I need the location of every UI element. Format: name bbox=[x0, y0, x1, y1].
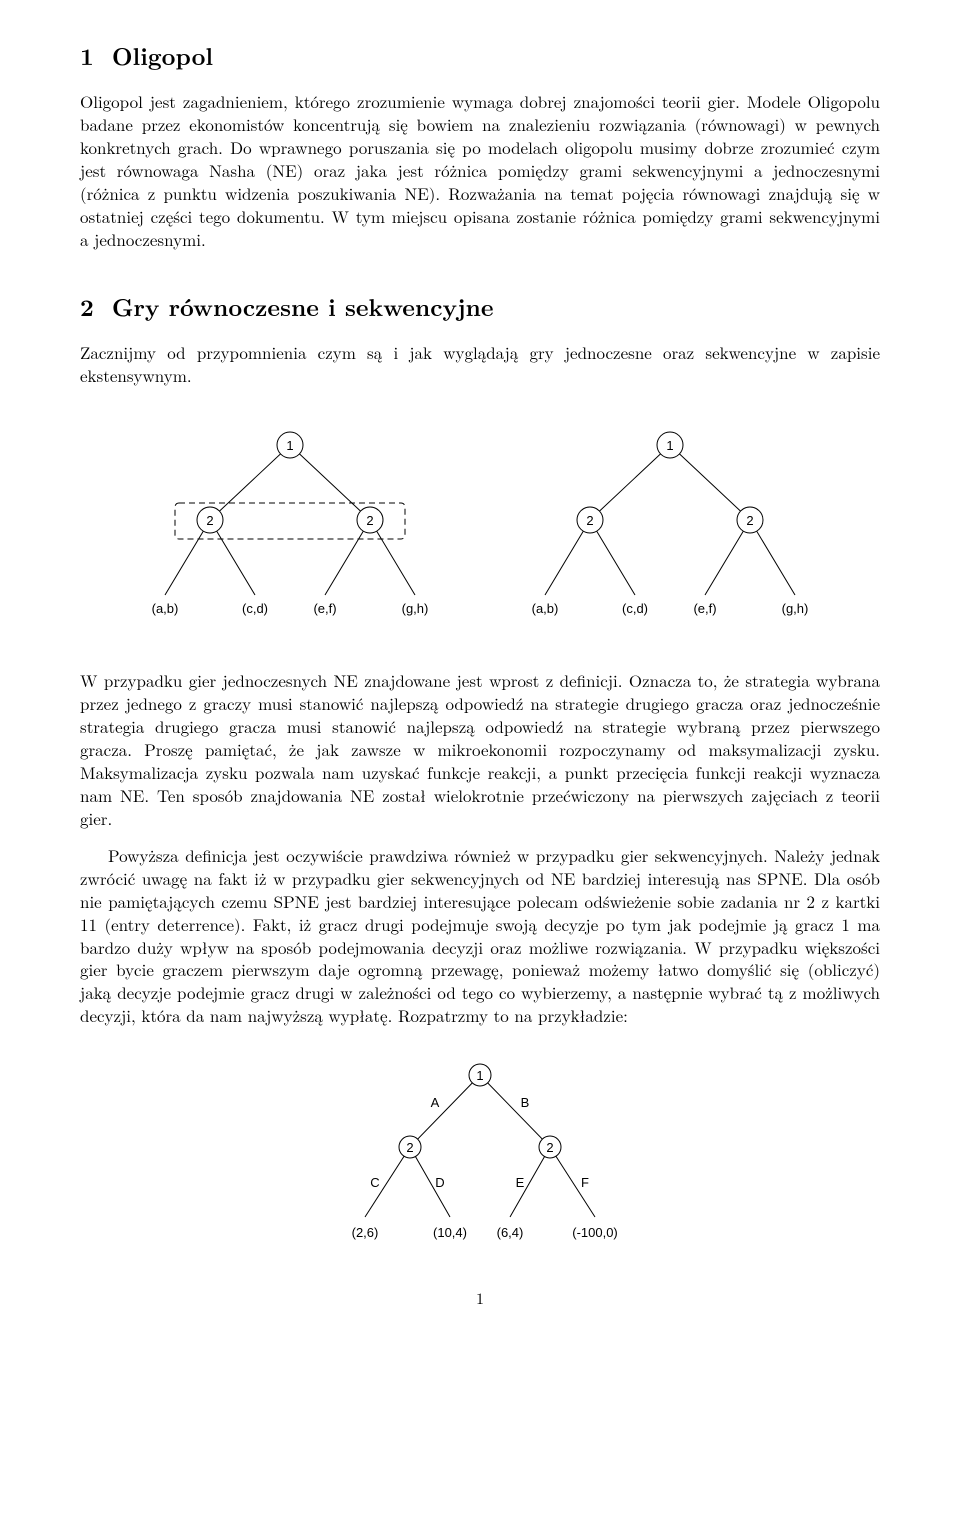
tree-leaf: (e,f) bbox=[693, 601, 716, 616]
example-game-tree: 1 2 2 A B C D E F (2,6) (10,4) (6,4) (-1… bbox=[310, 1047, 650, 1257]
tree-mid-label: 2 bbox=[546, 1140, 553, 1155]
section-1-paragraph: Oligopol jest zagadnieniem, którego zroz… bbox=[80, 90, 880, 251]
tree-mid-label: 2 bbox=[586, 513, 593, 528]
edge-label: B bbox=[521, 1095, 530, 1110]
edge-label: C bbox=[370, 1175, 379, 1190]
section-2-heading: 2 Gry równoczesne i sekwencyjne bbox=[80, 291, 880, 323]
tree-leaf: (a,b) bbox=[152, 601, 179, 616]
tree-leaf: (6,4) bbox=[497, 1225, 524, 1240]
tree-mid-label: 2 bbox=[406, 1140, 413, 1155]
page-number: 1 bbox=[80, 1287, 880, 1309]
section-2-p3: Powyższa definicja jest oczywiście prawd… bbox=[80, 844, 880, 1028]
tree-mid-label: 2 bbox=[206, 513, 213, 528]
right-game-tree: 1 2 2 (a,b) (c,d) (e,f) (g,h) bbox=[500, 415, 840, 635]
game-trees-figure: 1 2 2 (a,b) (c,d) (e,f) (g,h) 1 2 2 (a,b… bbox=[80, 415, 880, 635]
tree-leaf: (2,6) bbox=[352, 1225, 379, 1240]
section-1-number: 1 bbox=[80, 39, 94, 73]
edge-label: F bbox=[581, 1175, 589, 1190]
tree-mid-label: 2 bbox=[366, 513, 373, 528]
tree-leaf: (g,h) bbox=[782, 601, 809, 616]
tree-leaf: (c,d) bbox=[622, 601, 648, 616]
section-1-title: Oligopol bbox=[112, 39, 213, 73]
tree-root-label: 1 bbox=[286, 438, 293, 453]
tree-leaf: (e,f) bbox=[313, 601, 336, 616]
tree-leaf: (10,4) bbox=[433, 1225, 467, 1240]
tree-root-label: 1 bbox=[476, 1068, 483, 1083]
edge-label: E bbox=[516, 1175, 525, 1190]
tree-root-label: 1 bbox=[666, 438, 673, 453]
edge-label: D bbox=[435, 1175, 444, 1190]
tree-mid-label: 2 bbox=[746, 513, 753, 528]
section-2-number: 2 bbox=[80, 290, 94, 324]
tree-leaf: (c,d) bbox=[242, 601, 268, 616]
edge-label: A bbox=[431, 1095, 440, 1110]
left-game-tree: 1 2 2 (a,b) (c,d) (e,f) (g,h) bbox=[120, 415, 460, 635]
section-2-title: Gry równoczesne i sekwencyjne bbox=[112, 290, 494, 324]
section-2-intro: Zacznijmy od przypomnienia czym są i jak… bbox=[80, 341, 880, 387]
tree-leaf: (a,b) bbox=[532, 601, 559, 616]
tree-leaf: (g,h) bbox=[402, 601, 429, 616]
section-1-heading: 1 Oligopol bbox=[80, 40, 880, 72]
section-2-p2: W przypadku gier jednoczesnych NE znajdo… bbox=[80, 669, 880, 830]
example-tree-figure: 1 2 2 A B C D E F (2,6) (10,4) (6,4) (-1… bbox=[80, 1047, 880, 1257]
tree-leaf: (-100,0) bbox=[572, 1225, 618, 1240]
